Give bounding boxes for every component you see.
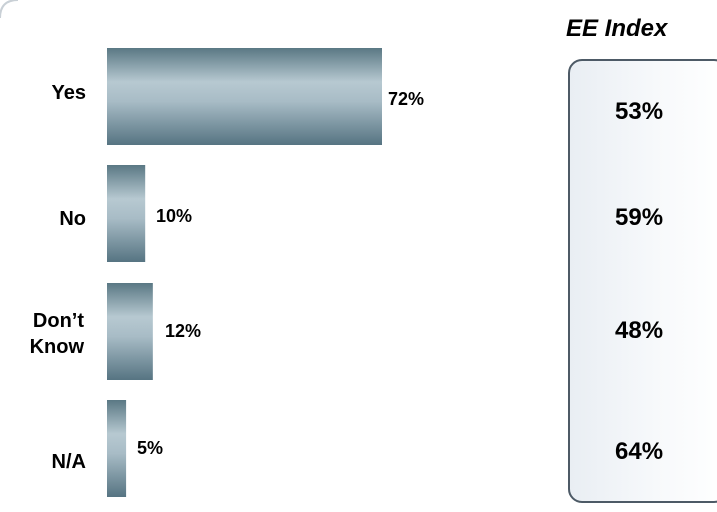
value-label-na: 5%: [137, 438, 164, 458]
ee-index-value-no: 59%: [615, 204, 664, 231]
ee-index-value-na: 64%: [615, 438, 664, 465]
category-label-yes: Yes: [51, 82, 86, 104]
bar-dont-know: [107, 283, 153, 380]
category-label-dont-know: Don’t Know: [29, 310, 84, 358]
bar-na: [107, 400, 127, 497]
ee-index-title: EE Index: [566, 15, 668, 42]
corner-decoration: [0, 0, 19, 19]
value-label-yes: 72%: [388, 89, 425, 109]
value-label-dont-know: 12%: [165, 321, 202, 341]
bar-yes: [107, 48, 382, 145]
category-label-no: No: [59, 208, 86, 230]
bar-no: [107, 165, 146, 262]
category-label-na: N/A: [51, 451, 86, 473]
value-label-no: 10%: [156, 206, 193, 226]
ee-index-panel: [568, 59, 717, 503]
ee-index-value-yes: 53%: [615, 98, 664, 125]
ee-index-value-dont-know: 48%: [615, 317, 664, 344]
